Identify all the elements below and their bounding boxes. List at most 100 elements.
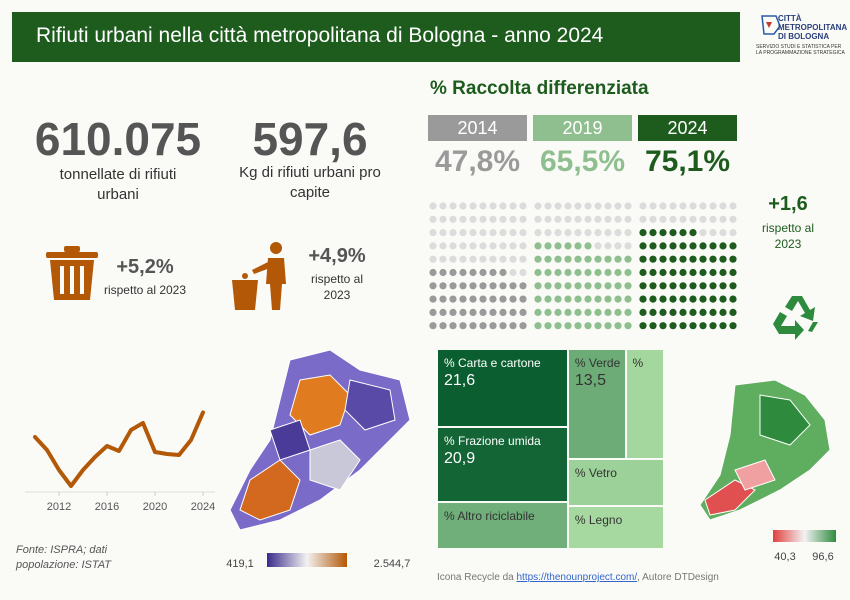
person-icon [232, 242, 286, 310]
waffle-dot [719, 322, 727, 330]
waffle-dot [649, 308, 657, 316]
change-label: rispetto al 2023 [761, 221, 815, 251]
waffle-dot [439, 215, 447, 223]
change: +1,6 [768, 193, 808, 215]
waffle-dot [544, 202, 552, 210]
waffle-dot [479, 295, 487, 303]
waffle-dot [729, 229, 737, 237]
treemap-label: % Frazione umida [444, 433, 541, 448]
waffle-dot [469, 295, 477, 303]
waffle-dot [614, 215, 622, 223]
waffle-dot [489, 308, 497, 316]
waffle-dot [624, 268, 632, 277]
waffle-dot [544, 268, 552, 277]
waffle-dot [639, 202, 647, 210]
waffle-dot [584, 202, 592, 210]
waffle-dot [534, 255, 542, 263]
credit-text: , Autore DTDesign [637, 572, 719, 583]
waffle-dot [604, 229, 612, 237]
x-tick-label: 2020 [143, 501, 167, 513]
waffle-dot [719, 308, 727, 316]
waffle [429, 202, 527, 330]
waffle-dot [459, 322, 467, 330]
x-tick-label: 2016 [95, 501, 119, 513]
waffle-dot [499, 229, 507, 237]
waffle-dot [679, 322, 687, 330]
waffle-dot [614, 282, 622, 290]
waffle-dot [574, 282, 582, 290]
credit-text: Icona Recycle da [437, 572, 517, 583]
waffle-dot [614, 255, 622, 263]
waffle-dot [624, 229, 632, 237]
map-legend [267, 553, 347, 567]
credit-link[interactable]: https://thenounproject.com/ [516, 572, 638, 583]
waffle-dot [584, 255, 592, 263]
waffle-dot [604, 255, 612, 263]
waffle-dot [519, 268, 527, 277]
waffle-dot [709, 282, 717, 290]
waffle-dot [534, 215, 542, 223]
waffle-dot [564, 268, 572, 277]
waffle-dot [639, 229, 647, 237]
kpi-change: +5,2% [116, 256, 174, 278]
waffle-dot [699, 282, 707, 290]
treemap-label: % Vetro [574, 466, 617, 481]
waffle-dot [624, 282, 632, 290]
waffle-dot [519, 308, 527, 316]
waffle-dot [719, 215, 727, 223]
waffle-dot [699, 268, 707, 277]
treemap-cell: % Frazione umida 20,9 [438, 427, 567, 501]
waffle-dot [544, 242, 552, 250]
waffle-dot [639, 308, 647, 316]
waffle-dot [574, 202, 582, 210]
waffle-dot [574, 295, 582, 303]
waffle-dot [669, 282, 677, 290]
waffle-dot [429, 282, 437, 290]
waffle-dot [604, 295, 612, 303]
waffle-dot [459, 308, 467, 316]
waffle-dot [574, 255, 582, 263]
waffle-dot [544, 322, 552, 330]
waffle-dot [604, 202, 612, 210]
waffle-dot [729, 282, 737, 290]
waffle-dot [489, 242, 497, 250]
waffle-dot [534, 229, 542, 237]
waffle-dot [679, 295, 687, 303]
waffle-dot [534, 282, 542, 290]
waffle-dot [679, 229, 687, 237]
waffle-dot [729, 268, 737, 277]
treemap-label: % Altro riciclabile [444, 508, 535, 523]
waffle-dot [479, 322, 487, 330]
waffle-dot [649, 268, 657, 277]
waffle-dot [604, 322, 612, 330]
waffle-dot [689, 282, 697, 290]
waffle-dot [469, 308, 477, 316]
waffle-dot [459, 255, 467, 263]
waffle-dot [689, 229, 697, 237]
waffle-dot [449, 242, 457, 250]
waffle-dot [554, 242, 562, 250]
waffle-dot [614, 295, 622, 303]
waffle-dot [594, 308, 602, 316]
waffle-dot [439, 282, 447, 290]
waffle-dot [669, 242, 677, 250]
waffle-dot [659, 308, 667, 316]
treemap-cell: % Legno [568, 506, 663, 548]
waffle-dot [669, 202, 677, 210]
waffle-dot [459, 282, 467, 290]
waffle-dot [499, 295, 507, 303]
waffle [639, 202, 737, 330]
treemap-cell: % Verde 13,5 [568, 350, 625, 459]
treemap-label: % Verde [574, 356, 621, 370]
waffle-dot [449, 308, 457, 316]
waffle-dot [669, 322, 677, 330]
map-legend [773, 530, 836, 542]
waffle-dot [449, 229, 457, 237]
waffle-dot [489, 268, 497, 277]
waffle-dot [479, 242, 487, 250]
waffle-dot [499, 268, 507, 277]
waffle-dot [659, 295, 667, 303]
waffle-dot [554, 322, 562, 330]
waffle-dot [614, 268, 622, 277]
